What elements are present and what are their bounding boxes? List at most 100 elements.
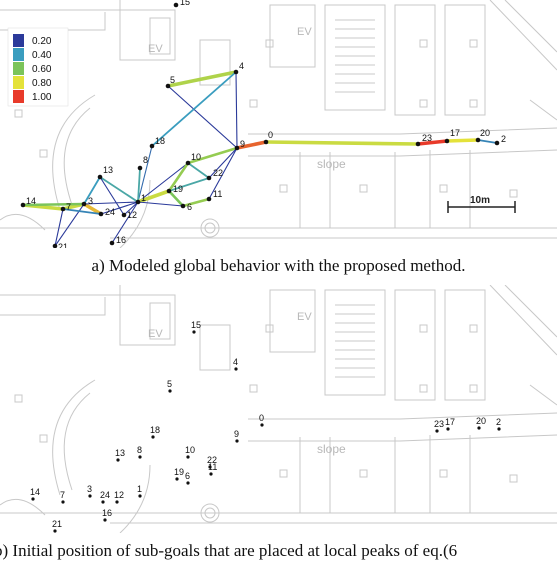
column-marker (509, 189, 518, 198)
column-marker (279, 184, 288, 193)
subgoal-label-5: 5 (167, 379, 172, 389)
wall-line (0, 12, 106, 31)
column-marker (469, 384, 478, 393)
column-marker (419, 384, 428, 393)
caption-a: a) Modeled global behavior with the prop… (91, 256, 466, 275)
edge-9-10 (186, 146, 239, 165)
legend-label: 0.80 (32, 78, 52, 89)
room-outline (119, 9, 176, 61)
edge-22-19 (168, 177, 210, 192)
node-label-24: 24 (105, 207, 115, 217)
subgoal-label-0: 0 (259, 413, 264, 423)
room-outline (149, 302, 171, 340)
column-marker (419, 39, 428, 48)
subgoal-label-11: 11 (208, 462, 217, 472)
panel-b-initial-subgoals-map: EVEVslope0123456789101112131415161718192… (0, 285, 557, 533)
wall-line (0, 285, 121, 296)
node-19 (166, 188, 172, 194)
subgoal-label-14: 14 (30, 487, 40, 497)
column-marker (469, 39, 478, 48)
node-23 (415, 141, 421, 147)
subgoal-9 (235, 439, 239, 443)
subgoal-label-16: 16 (102, 508, 112, 518)
subgoal-label-12: 12 (114, 490, 124, 500)
edge-9-11 (208, 147, 238, 200)
node-label-13: 13 (103, 165, 113, 175)
subgoal-label-10: 10 (185, 445, 195, 455)
subgoal-12 (115, 500, 119, 504)
subgoal-7 (61, 500, 65, 504)
edge-7-21 (54, 208, 64, 247)
ev-label: EV (297, 311, 312, 323)
ev-label: EV (148, 328, 163, 340)
subgoal-3 (88, 494, 92, 498)
node-5 (165, 83, 171, 89)
node-22 (206, 175, 212, 181)
node-18 (149, 143, 155, 149)
subgoal-13 (116, 458, 120, 462)
column-marker (279, 469, 288, 478)
subgoal-24 (101, 500, 105, 504)
legend-swatch-0.80 (13, 76, 24, 89)
edge-9-22 (208, 147, 238, 179)
subgoal-21 (53, 529, 57, 533)
column-marker (39, 149, 48, 158)
wall-line (0, 0, 121, 11)
node-6 (180, 203, 186, 209)
subgoal-label-2: 2 (496, 417, 501, 427)
subgoal-label-9: 9 (234, 429, 239, 439)
curved-wall (52, 379, 96, 496)
subgoal-label-21: 21 (52, 519, 62, 529)
subgoal-label-6: 6 (185, 471, 190, 481)
subgoal-16 (103, 518, 107, 522)
edge-8-1 (137, 167, 141, 203)
subgoal-label-4: 4 (233, 357, 238, 367)
node-24 (98, 211, 104, 217)
node-12 (121, 212, 127, 218)
subgoal-5 (168, 389, 172, 393)
column-marker (359, 469, 368, 478)
column-line (299, 150, 471, 228)
fountain-circle (204, 222, 216, 234)
node-13 (97, 174, 103, 180)
edge-17-20 (445, 138, 480, 143)
edge-4-9 (235, 71, 238, 149)
node-label-1: 1 (141, 193, 146, 203)
room-outline (444, 4, 486, 116)
node-label-12: 12 (127, 210, 137, 220)
fountain-circle (204, 507, 216, 519)
node-17 (444, 138, 450, 144)
stairs-outline (324, 289, 386, 396)
subgoal-label-1: 1 (137, 484, 142, 494)
column-marker (359, 184, 368, 193)
node-3 (81, 201, 87, 207)
node-label-17: 17 (450, 128, 460, 138)
curved-wall (119, 179, 151, 248)
subgoal-4 (234, 367, 238, 371)
legend-label: 0.60 (32, 64, 52, 75)
edge-19-6 (167, 189, 185, 208)
node-label-4: 4 (239, 61, 244, 71)
room-outline (199, 39, 231, 86)
diagonal-wall (489, 285, 557, 406)
node-4 (233, 69, 239, 75)
ev-label: EV (297, 26, 312, 38)
edge-10-1 (137, 162, 189, 203)
edge-6-11 (181, 197, 211, 208)
scale-bar (447, 201, 516, 213)
column-marker (14, 394, 23, 403)
legend-swatch-0.20 (13, 34, 24, 47)
wall-line (0, 297, 106, 316)
column-marker (249, 99, 258, 108)
subgoal-label-22: 22 (207, 455, 217, 465)
subgoal-label-3: 3 (87, 484, 92, 494)
panel-a-modeled-behavior-map: EVEVslope10m0123456789101112131415161718… (0, 0, 557, 248)
column-marker (439, 469, 448, 478)
edge-24-1 (100, 201, 139, 215)
node-label-16: 16 (116, 235, 126, 245)
subgoal-2 (497, 427, 501, 431)
column-marker (509, 474, 518, 483)
curved-wall (63, 392, 91, 491)
fountain-circle (200, 503, 220, 523)
node-label-22: 22 (213, 168, 223, 178)
